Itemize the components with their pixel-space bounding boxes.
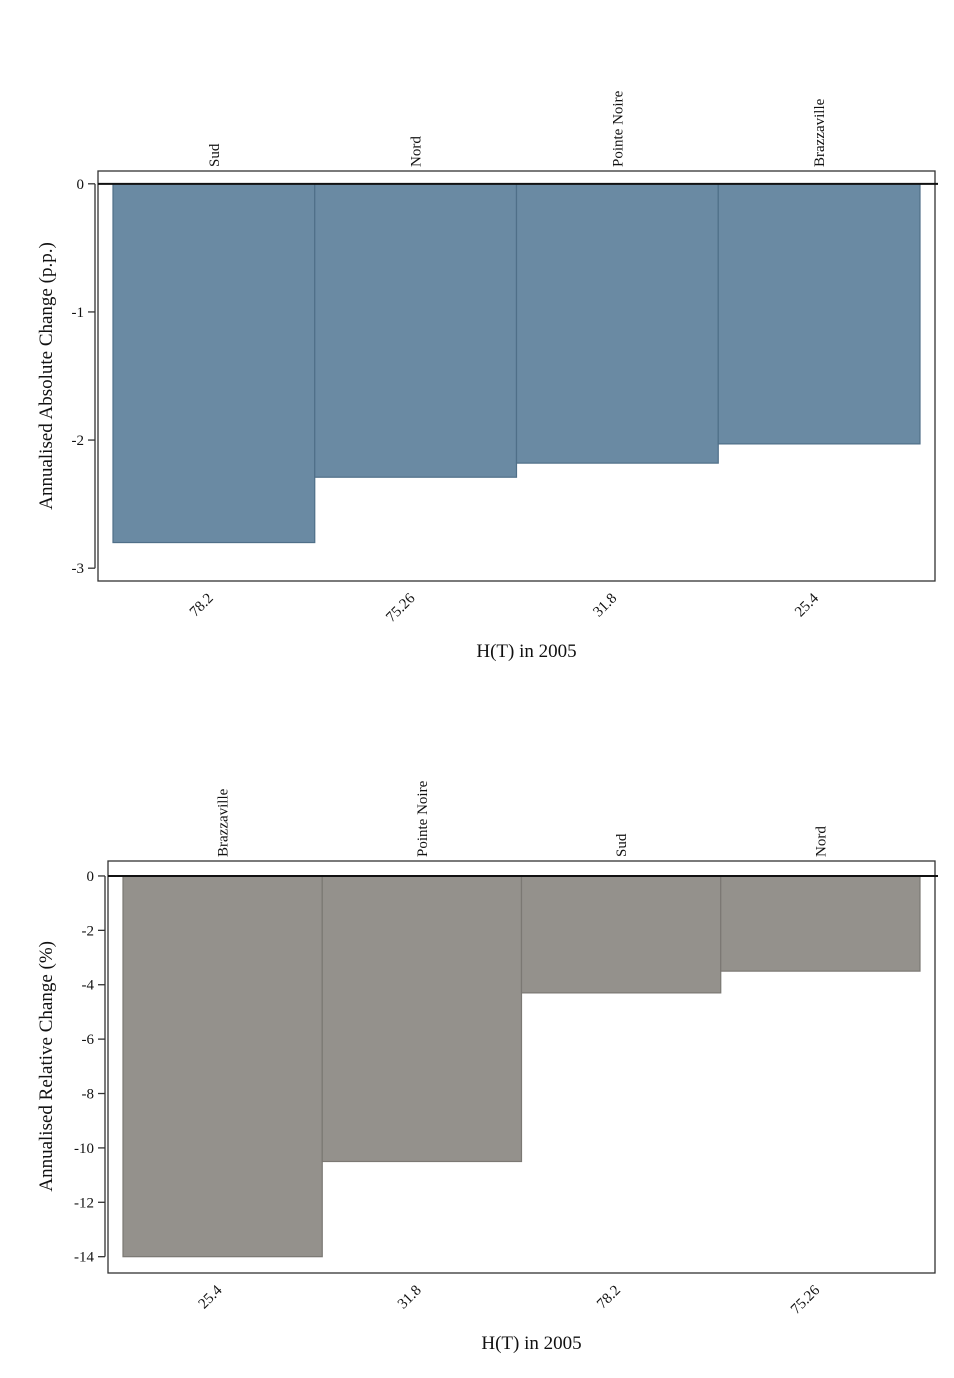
x-category-label: 75.26 [383,590,419,626]
bar-2 [321,875,523,1163]
bar-4 [717,183,921,445]
x-category-label: 31.8 [590,591,620,621]
bar-2 [314,183,518,478]
x-category-label: 75.26 [788,1282,824,1318]
bar-1 [112,183,316,544]
x-category-label: 25.4 [792,590,822,620]
plot-frame [97,170,936,582]
plot-frame [107,860,936,1274]
bar-4 [720,875,921,972]
region-label: Nord [409,136,425,167]
bar-3 [515,183,719,464]
y-tick-label: -1 [72,305,85,321]
x-category-label: 78.2 [187,591,217,621]
y-axis-title: Annualised Relative Change (%) [36,941,57,1192]
x-category-label: 31.8 [395,1283,425,1313]
relative-change-chart-svg: 0 -2 -4 -6 -8 -10 -12 -14 25.4 31.8 78.2 75.26 Brazz… [36,780,938,1354]
region-label: Sud [614,833,630,857]
region-label: Pointe Noire [415,780,431,857]
y-tick-label: -3 [72,561,85,577]
y-tick-label: -14 [74,1250,94,1266]
absolute-change-chart-svg: 0 -1 -2 -3 78.2 75.26 31.8 25.4 Sud Nord Pointe No… [36,90,938,662]
y-tick-label: -10 [74,1141,94,1157]
region-label: Nord [813,826,829,857]
y-axis-title: Annualised Absolute Change (p.p.) [36,242,57,510]
bar-3 [520,875,722,994]
relative-change-chart: 0 -2 -4 -6 -8 -10 -12 -14 25.4 31.8 78.2 75.26 Brazz… [0,690,954,1378]
x-category-label: 25.4 [196,1282,226,1312]
absolute-change-chart: 0 -1 -2 -3 78.2 75.26 31.8 25.4 Sud Nord Pointe No… [36,90,938,662]
y-tick-label: -12 [74,1195,94,1211]
y-tick-label: -6 [82,1032,95,1048]
region-label: Brazzaville [216,788,232,857]
bar-1 [122,875,323,1258]
y-tick-label: 0 [87,869,95,885]
y-tick-label: 0 [77,177,85,193]
x-category-label: 78.2 [594,1283,624,1313]
region-label: Sud [207,143,223,167]
y-tick-label: -2 [82,923,95,939]
x-axis-title: H(T) in 2005 [481,1333,581,1354]
y-tick-label: -4 [82,978,95,994]
region-label: Brazzaville [812,98,828,167]
x-axis-title: H(T) in 2005 [476,641,576,662]
region-label: Pointe Noire [610,90,626,167]
y-tick-label: -8 [82,1087,95,1103]
y-tick-label: -2 [72,433,85,449]
